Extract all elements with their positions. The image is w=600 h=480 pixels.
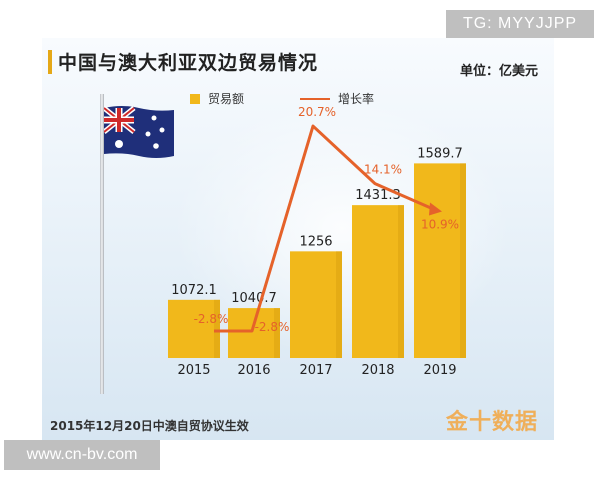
legend-line-label: 增长率 <box>338 92 375 106</box>
brand-logo: 金十数据 <box>445 410 538 435</box>
legend-line-swatch <box>300 97 330 100</box>
legend-item-bar: 贸易额 <box>190 90 244 107</box>
x-tick-label: 2018 <box>361 363 394 378</box>
flagpole <box>100 94 104 394</box>
footnote: 2015年12月20日中澳自贸协议生效 <box>50 419 249 433</box>
legend-bar-swatch <box>190 93 200 104</box>
bar-value-label: 1072.1 <box>171 283 217 298</box>
x-tick-label: 2016 <box>237 363 270 378</box>
x-tick-label: 2017 <box>299 363 332 378</box>
growth-rate-label: 10.9% <box>421 218 459 232</box>
bar-value-label: 1256 <box>299 234 332 249</box>
growth-rate-label: -2.8% <box>194 312 229 326</box>
bar-shade-2017 <box>336 251 342 358</box>
growth-rate-label: 14.1% <box>364 163 402 177</box>
bar-2018 <box>352 205 404 358</box>
legend-bar-label: 贸易额 <box>208 92 245 106</box>
growth-rate-label: 20.7% <box>298 105 336 119</box>
x-tick-label: 2019 <box>423 363 456 378</box>
bar-shade-2019 <box>460 163 466 358</box>
bar-value-label: 1431.3 <box>355 188 401 203</box>
watermark-url: www.cn-bv.com <box>4 440 160 470</box>
bar-2016 <box>228 308 280 358</box>
x-tick-label: 2015 <box>177 363 210 378</box>
bar-shade-2016 <box>274 308 280 358</box>
australia-flag-icon <box>104 106 174 158</box>
bar-2015 <box>168 299 220 358</box>
unit-label: 单位：亿美元 <box>459 64 538 79</box>
bar-value-label: 1040.7 <box>231 291 277 306</box>
bar-shade-2018 <box>398 205 404 358</box>
growth-line <box>214 124 433 333</box>
bar-value-label: 1589.7 <box>417 146 463 161</box>
growth-line-arrowhead <box>429 202 442 216</box>
bar-shade-2015 <box>214 299 220 358</box>
legend-item-line: 增长率 <box>300 90 374 107</box>
watermark-tg: TG: MYYJJPP <box>446 10 594 38</box>
chart-title: 中国与澳大利亚双边贸易情况 <box>58 52 319 74</box>
bar-2019 <box>414 163 466 358</box>
bar-2017 <box>290 251 342 358</box>
growth-rate-label: -2.8% <box>255 320 290 334</box>
title-accent-bar <box>48 50 52 74</box>
